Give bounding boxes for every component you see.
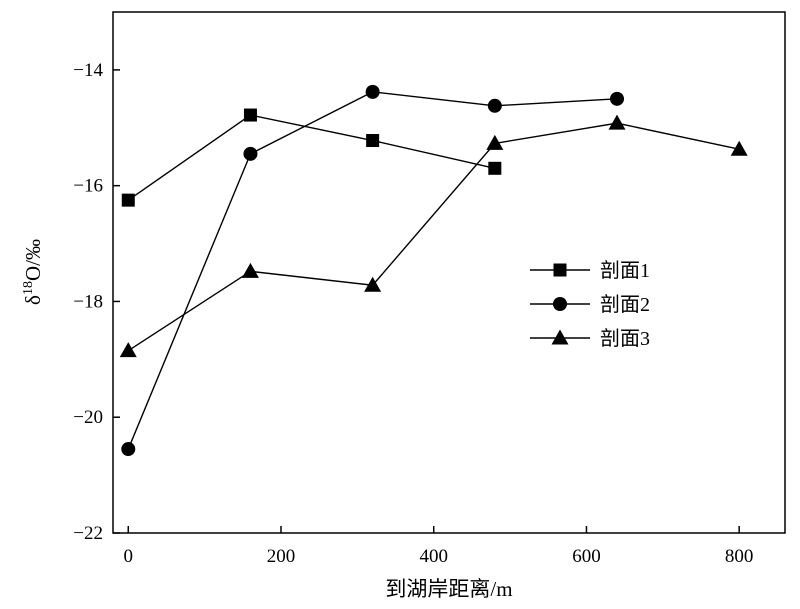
svg-text:δ18O/‰: δ18O/‰ <box>21 239 45 305</box>
data-point-square <box>488 161 502 175</box>
data-point-triangle <box>364 276 382 292</box>
legend: 剖面1 剖面2 剖面3 <box>530 259 650 350</box>
legend-marker-circle <box>553 297 567 311</box>
series-3 <box>119 114 748 358</box>
data-point-circle <box>121 442 136 457</box>
y-axis-title-rest: O/‰ <box>21 239 45 281</box>
series-layer <box>119 84 748 457</box>
legend-label: 剖面1 <box>600 259 650 282</box>
series-1 <box>121 108 502 207</box>
legend-label: 剖面3 <box>600 327 650 350</box>
y-tick-label: −20 <box>73 407 103 428</box>
plot-frame <box>112 11 786 534</box>
series-2 <box>121 84 624 457</box>
ticks-layer: 0 200 400 600 800 −14 −16 −18 −20 −22 <box>73 60 753 567</box>
data-point-triangle <box>241 262 259 278</box>
data-point-circle <box>487 98 502 113</box>
data-point-circle <box>610 91 624 106</box>
y-tick-label: −22 <box>73 523 103 544</box>
y-tick-label: −16 <box>73 176 103 197</box>
x-tick-label: 400 <box>419 546 448 567</box>
x-tick-label: 800 <box>725 546 754 567</box>
legend-label: 剖面2 <box>600 293 650 316</box>
y-axis-title-sup: 18 <box>21 281 36 295</box>
data-point-square <box>243 108 257 122</box>
x-tick-label: 200 <box>267 546 296 567</box>
x-tick-label: 0 <box>124 546 134 567</box>
y-axis-title-base: δ <box>21 295 45 305</box>
data-point-square <box>366 134 380 148</box>
y-tick-label: −14 <box>73 60 103 81</box>
legend-item: 剖面3 <box>530 327 650 350</box>
data-point-triangle <box>608 114 626 130</box>
legend-item: 剖面2 <box>530 293 650 316</box>
data-point-circle <box>243 146 258 161</box>
legend-item: 剖面1 <box>530 259 650 282</box>
y-tick-label: −18 <box>73 291 103 312</box>
y-axis-title: δ18O/‰ <box>21 239 45 305</box>
x-tick-label: 600 <box>572 546 601 567</box>
data-point-square <box>121 193 135 207</box>
series-line <box>127 122 740 352</box>
x-axis-title: 到湖岸距离/m <box>385 577 512 601</box>
data-point-circle <box>365 84 380 99</box>
legend-marker-triangle <box>551 329 569 345</box>
data-point-triangle <box>486 134 504 150</box>
data-point-triangle <box>119 342 137 358</box>
data-point-triangle <box>730 140 748 156</box>
series-line <box>127 114 495 201</box>
legend-marker-square <box>553 263 567 277</box>
